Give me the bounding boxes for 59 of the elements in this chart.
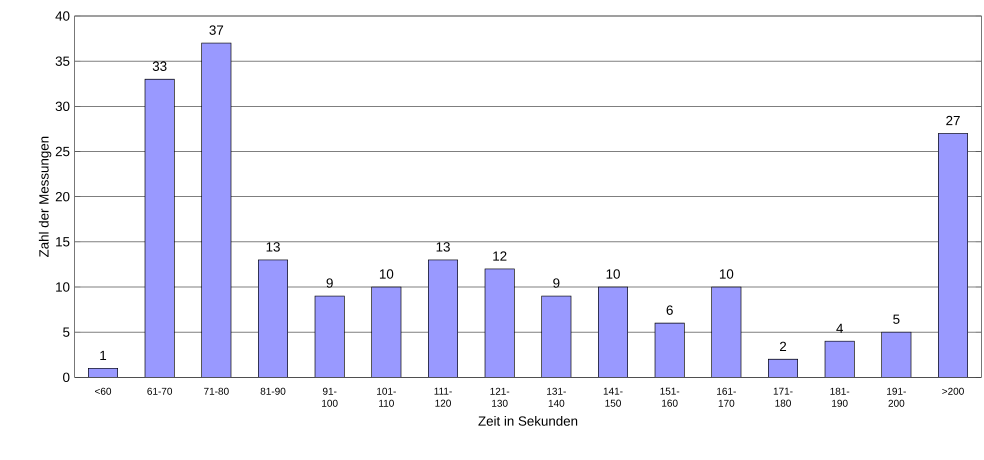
data-label: 13 bbox=[266, 242, 280, 252]
data-label: 1 bbox=[100, 350, 106, 360]
x-tick-label: 161-170 bbox=[717, 388, 736, 407]
y-tick-label: 5 bbox=[63, 328, 70, 337]
y-tick-label: 40 bbox=[55, 11, 70, 21]
data-label: 2 bbox=[780, 342, 786, 351]
x-tick-label: 101-110 bbox=[377, 388, 396, 407]
y-tick-label: 20 bbox=[56, 192, 70, 202]
data-label: 10 bbox=[380, 269, 394, 279]
x-tick-label: >200 bbox=[942, 388, 964, 395]
y-axis-title: Zahl der Messungen bbox=[38, 136, 52, 258]
data-label: 37 bbox=[209, 25, 224, 35]
x-tick-label: 81-90 bbox=[260, 388, 286, 395]
data-label: 4 bbox=[836, 324, 843, 333]
bar bbox=[824, 340, 855, 378]
bar bbox=[711, 286, 742, 378]
bar bbox=[201, 42, 232, 378]
bar bbox=[144, 78, 175, 378]
y-tick-label: 25 bbox=[56, 146, 70, 156]
bar bbox=[314, 296, 345, 378]
bar bbox=[428, 260, 458, 378]
x-tick-label: 91-100 bbox=[322, 388, 338, 407]
data-label: 27 bbox=[946, 116, 960, 126]
bar bbox=[938, 133, 968, 378]
x-tick-label: 71-80 bbox=[204, 388, 229, 395]
x-axis-title: Zeit in Sekunden bbox=[478, 416, 578, 426]
data-label: 6 bbox=[666, 305, 673, 315]
data-label: 33 bbox=[152, 62, 167, 71]
x-tick-label: 141-150 bbox=[604, 388, 623, 407]
data-label: 12 bbox=[493, 251, 506, 261]
bar bbox=[654, 322, 685, 378]
x-tick-label: 61-70 bbox=[147, 388, 172, 395]
bar bbox=[88, 368, 118, 378]
data-label: 5 bbox=[893, 314, 900, 324]
x-tick-label: 191-200 bbox=[887, 388, 906, 407]
x-tick-label: <60 bbox=[95, 388, 112, 395]
bar bbox=[598, 286, 628, 378]
x-tick-label: 111-120 bbox=[434, 388, 452, 407]
data-label: 13 bbox=[436, 242, 450, 252]
data-label: 9 bbox=[326, 278, 333, 288]
x-tick-label: 151-160 bbox=[660, 388, 680, 407]
x-tick-label: 171-180 bbox=[774, 388, 793, 407]
bar bbox=[371, 286, 402, 378]
data-label: 10 bbox=[606, 269, 620, 279]
bar bbox=[258, 260, 288, 378]
y-tick-label: 30 bbox=[56, 102, 70, 112]
y-tick-label: 0 bbox=[63, 372, 70, 382]
bar bbox=[484, 268, 515, 378]
x-tick-label: 131-140 bbox=[547, 388, 566, 407]
bar bbox=[881, 332, 912, 378]
y-tick-label: 35 bbox=[56, 56, 70, 66]
data-label: 10 bbox=[720, 269, 734, 279]
bar bbox=[541, 296, 572, 378]
x-tick-label: 181-190 bbox=[830, 388, 850, 407]
data-label: 9 bbox=[553, 278, 560, 288]
x-tick-label: 121-130 bbox=[490, 388, 510, 407]
bar bbox=[768, 358, 798, 378]
y-tick-label: 10 bbox=[56, 282, 70, 292]
y-tick-label: 15 bbox=[56, 237, 70, 246]
